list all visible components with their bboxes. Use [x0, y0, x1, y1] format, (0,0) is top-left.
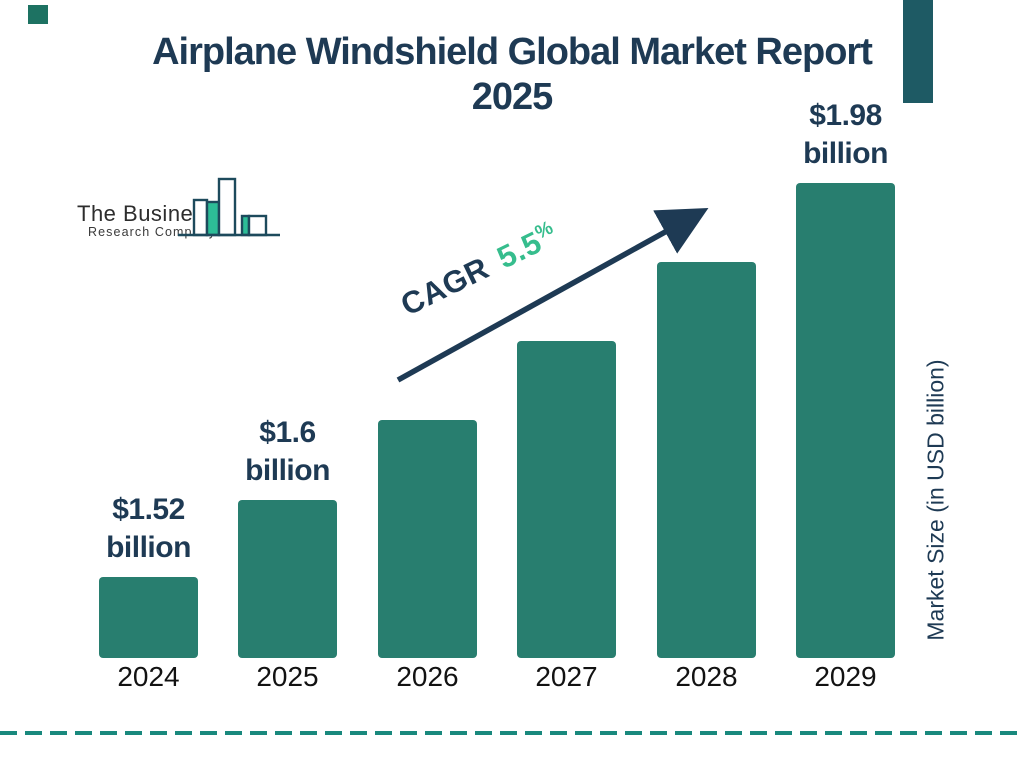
bar-value-label-2025: $1.6 billion	[245, 416, 330, 487]
bottom-dashed-divider	[0, 731, 1024, 735]
x-axis-tick-2027: 2027	[535, 661, 598, 692]
corner-accent-bar	[903, 0, 933, 103]
y-axis-label: Market Size (in USD billion)	[922, 359, 949, 641]
page-title-line2: 2025	[471, 76, 554, 118]
page-title: Airplane Windshield Global Market Report…	[0, 30, 1024, 120]
x-axis-tick-2025: 2025	[256, 661, 319, 692]
bar-value-label-2029: $1.98 billion	[803, 99, 888, 170]
bar-chart-logo-icon	[178, 177, 280, 237]
x-axis-tick-2029: 2029	[814, 661, 877, 692]
corner-accent-square	[28, 5, 48, 24]
bar-2025	[238, 500, 337, 658]
x-axis-tick-2024: 2024	[117, 661, 180, 692]
bar-2027	[517, 341, 616, 658]
bar-2028	[657, 262, 756, 658]
x-axis-tick-2026: 2026	[396, 661, 459, 692]
page-title-line1: Airplane Windshield Global Market Report	[152, 31, 873, 73]
bar-2029	[796, 183, 895, 658]
logo-text-primary: The Business	[77, 201, 217, 226]
bar-value-label-2024: $1.52 billion	[106, 493, 191, 564]
bar-2026	[378, 420, 477, 658]
bar-2024	[99, 577, 198, 658]
x-axis-tick-2028: 2028	[675, 661, 738, 692]
